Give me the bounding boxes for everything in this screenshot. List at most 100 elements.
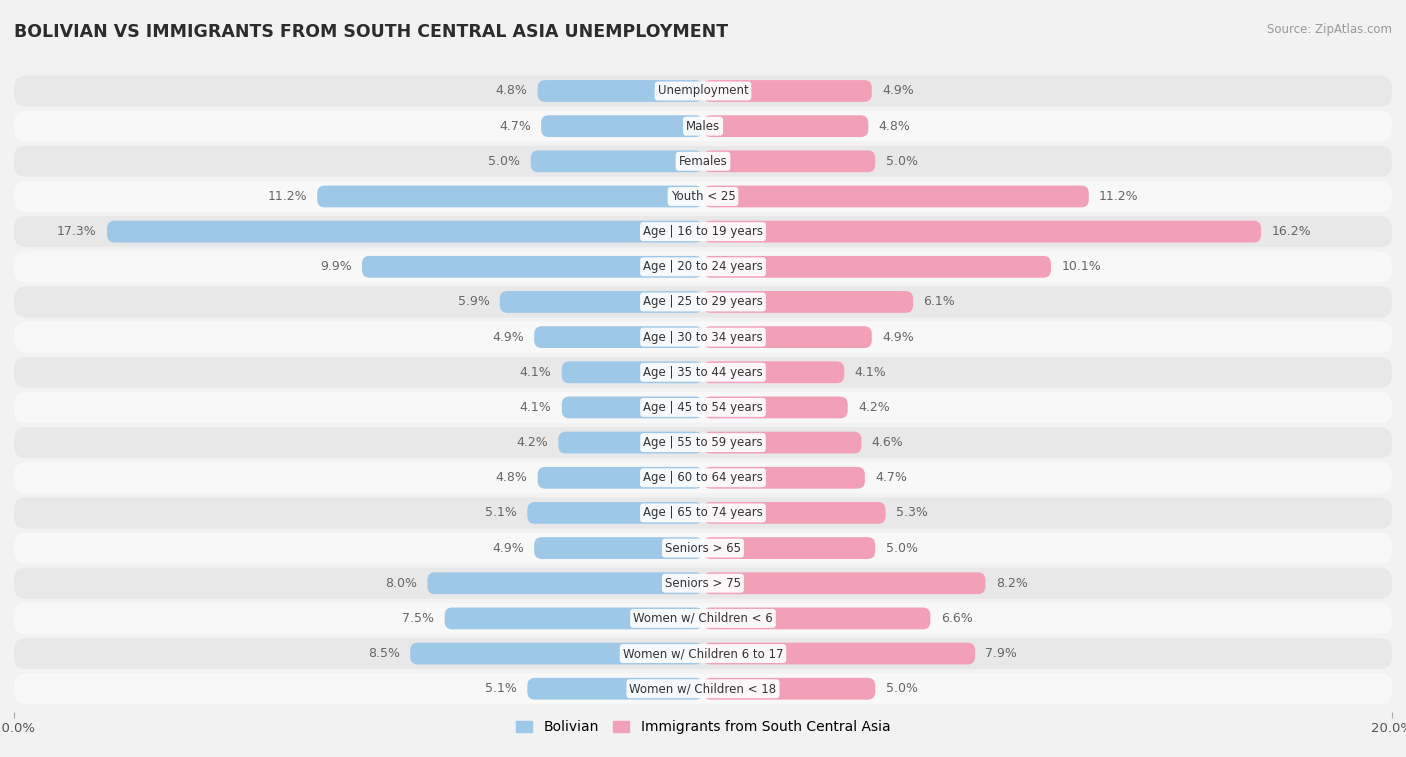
Legend: Bolivian, Immigrants from South Central Asia: Bolivian, Immigrants from South Central … — [510, 715, 896, 740]
FancyBboxPatch shape — [703, 467, 865, 489]
FancyBboxPatch shape — [14, 217, 1392, 247]
FancyBboxPatch shape — [14, 392, 1392, 423]
FancyBboxPatch shape — [499, 291, 703, 313]
Text: 4.9%: 4.9% — [882, 85, 914, 98]
Text: Seniors > 65: Seniors > 65 — [665, 541, 741, 555]
Text: Age | 20 to 24 years: Age | 20 to 24 years — [643, 260, 763, 273]
FancyBboxPatch shape — [703, 221, 1261, 242]
Text: 11.2%: 11.2% — [1099, 190, 1139, 203]
Text: Source: ZipAtlas.com: Source: ZipAtlas.com — [1267, 23, 1392, 36]
Text: 11.2%: 11.2% — [267, 190, 307, 203]
FancyBboxPatch shape — [361, 256, 703, 278]
Text: Females: Females — [679, 155, 727, 168]
FancyBboxPatch shape — [703, 572, 986, 594]
Text: 9.9%: 9.9% — [321, 260, 352, 273]
Text: 4.2%: 4.2% — [858, 401, 890, 414]
FancyBboxPatch shape — [703, 291, 912, 313]
FancyBboxPatch shape — [14, 357, 1392, 388]
FancyBboxPatch shape — [14, 322, 1392, 353]
Text: 6.6%: 6.6% — [941, 612, 973, 625]
Text: Unemployment: Unemployment — [658, 85, 748, 98]
Text: 16.2%: 16.2% — [1271, 225, 1310, 238]
Text: 17.3%: 17.3% — [58, 225, 97, 238]
Text: Age | 16 to 19 years: Age | 16 to 19 years — [643, 225, 763, 238]
Text: 5.1%: 5.1% — [485, 506, 517, 519]
Text: Women w/ Children < 18: Women w/ Children < 18 — [630, 682, 776, 695]
FancyBboxPatch shape — [14, 533, 1392, 563]
FancyBboxPatch shape — [537, 80, 703, 102]
FancyBboxPatch shape — [527, 502, 703, 524]
FancyBboxPatch shape — [703, 115, 869, 137]
FancyBboxPatch shape — [107, 221, 703, 242]
FancyBboxPatch shape — [703, 431, 862, 453]
Text: 5.9%: 5.9% — [457, 295, 489, 308]
FancyBboxPatch shape — [411, 643, 703, 665]
FancyBboxPatch shape — [703, 185, 1088, 207]
Text: 7.9%: 7.9% — [986, 647, 1018, 660]
Text: 4.9%: 4.9% — [882, 331, 914, 344]
Text: Males: Males — [686, 120, 720, 132]
FancyBboxPatch shape — [558, 431, 703, 453]
Text: 5.0%: 5.0% — [886, 155, 918, 168]
FancyBboxPatch shape — [14, 603, 1392, 634]
Text: Age | 35 to 44 years: Age | 35 to 44 years — [643, 366, 763, 378]
Text: 4.1%: 4.1% — [520, 401, 551, 414]
Text: Age | 45 to 54 years: Age | 45 to 54 years — [643, 401, 763, 414]
Text: 4.8%: 4.8% — [879, 120, 911, 132]
Text: Age | 30 to 34 years: Age | 30 to 34 years — [643, 331, 763, 344]
FancyBboxPatch shape — [14, 111, 1392, 142]
FancyBboxPatch shape — [703, 326, 872, 348]
FancyBboxPatch shape — [703, 80, 872, 102]
Text: Age | 60 to 64 years: Age | 60 to 64 years — [643, 472, 763, 484]
Text: 5.0%: 5.0% — [488, 155, 520, 168]
FancyBboxPatch shape — [703, 361, 844, 383]
Text: 5.3%: 5.3% — [896, 506, 928, 519]
FancyBboxPatch shape — [562, 397, 703, 419]
FancyBboxPatch shape — [703, 502, 886, 524]
Text: 8.0%: 8.0% — [385, 577, 418, 590]
Text: 7.5%: 7.5% — [402, 612, 434, 625]
Text: 4.7%: 4.7% — [499, 120, 531, 132]
FancyBboxPatch shape — [14, 463, 1392, 494]
FancyBboxPatch shape — [527, 678, 703, 699]
Text: Youth < 25: Youth < 25 — [671, 190, 735, 203]
FancyBboxPatch shape — [703, 678, 875, 699]
Text: 4.8%: 4.8% — [495, 85, 527, 98]
FancyBboxPatch shape — [14, 146, 1392, 177]
Text: Age | 55 to 59 years: Age | 55 to 59 years — [643, 436, 763, 449]
FancyBboxPatch shape — [541, 115, 703, 137]
FancyBboxPatch shape — [703, 643, 976, 665]
Text: 10.1%: 10.1% — [1062, 260, 1101, 273]
Text: 8.5%: 8.5% — [368, 647, 399, 660]
Text: Seniors > 75: Seniors > 75 — [665, 577, 741, 590]
FancyBboxPatch shape — [703, 151, 875, 172]
FancyBboxPatch shape — [703, 608, 931, 629]
FancyBboxPatch shape — [14, 76, 1392, 107]
FancyBboxPatch shape — [562, 361, 703, 383]
FancyBboxPatch shape — [531, 151, 703, 172]
Text: 5.0%: 5.0% — [886, 682, 918, 695]
Text: 4.9%: 4.9% — [492, 331, 524, 344]
Text: 4.7%: 4.7% — [875, 472, 907, 484]
FancyBboxPatch shape — [14, 427, 1392, 458]
FancyBboxPatch shape — [14, 181, 1392, 212]
Text: 6.1%: 6.1% — [924, 295, 955, 308]
FancyBboxPatch shape — [14, 638, 1392, 669]
FancyBboxPatch shape — [534, 537, 703, 559]
FancyBboxPatch shape — [703, 537, 875, 559]
Text: 4.6%: 4.6% — [872, 436, 904, 449]
Text: Women w/ Children 6 to 17: Women w/ Children 6 to 17 — [623, 647, 783, 660]
FancyBboxPatch shape — [534, 326, 703, 348]
Text: BOLIVIAN VS IMMIGRANTS FROM SOUTH CENTRAL ASIA UNEMPLOYMENT: BOLIVIAN VS IMMIGRANTS FROM SOUTH CENTRA… — [14, 23, 728, 41]
FancyBboxPatch shape — [14, 568, 1392, 599]
Text: 4.9%: 4.9% — [492, 541, 524, 555]
FancyBboxPatch shape — [14, 286, 1392, 317]
Text: Age | 25 to 29 years: Age | 25 to 29 years — [643, 295, 763, 308]
Text: 5.0%: 5.0% — [886, 541, 918, 555]
Text: 4.2%: 4.2% — [516, 436, 548, 449]
Text: Women w/ Children < 6: Women w/ Children < 6 — [633, 612, 773, 625]
FancyBboxPatch shape — [318, 185, 703, 207]
FancyBboxPatch shape — [14, 251, 1392, 282]
FancyBboxPatch shape — [537, 467, 703, 489]
Text: 5.1%: 5.1% — [485, 682, 517, 695]
